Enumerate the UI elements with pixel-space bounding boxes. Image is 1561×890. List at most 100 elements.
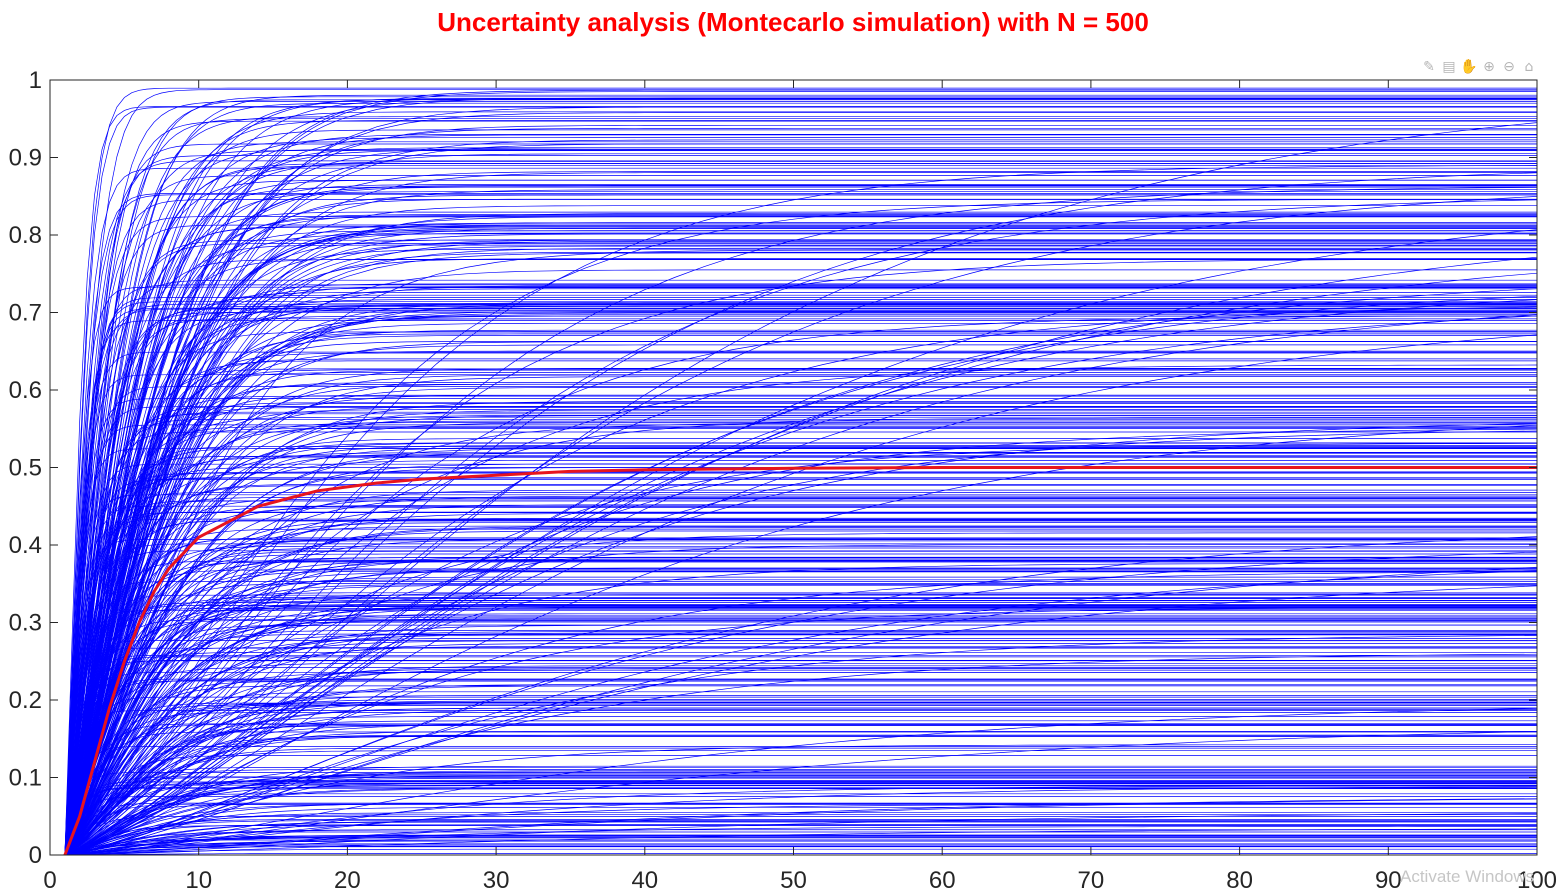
simulation-run-line: [64, 186, 1537, 856]
simulation-run-line: [64, 247, 1537, 856]
simulation-run-line: [64, 415, 1537, 856]
zoom-out-icon[interactable]: ⊖: [1503, 59, 1515, 75]
simulation-run-line: [64, 479, 1537, 856]
simulation-run-line: [64, 226, 1537, 856]
simulation-run-line: [64, 314, 1538, 856]
x-axis: 0 10 20 30 40 50 60 70 80 90 100: [43, 80, 1557, 890]
x-tick-label: 30: [483, 867, 510, 890]
simulation-run-line: [64, 522, 1537, 856]
simulation-run-line: [64, 840, 1537, 856]
simulation-run-line: [64, 824, 1537, 856]
simulation-run-line: [64, 536, 1538, 856]
simulation-run-line: [64, 519, 1537, 856]
simulation-run-line: [64, 91, 1537, 856]
simulation-run-line: [64, 215, 1537, 856]
simulation-run-line: [64, 424, 1537, 856]
x-tick-label: 100: [1517, 867, 1557, 890]
simulation-run-line: [64, 240, 1537, 856]
simulation-run-line: [64, 303, 1537, 856]
simulation-run-line: [64, 426, 1537, 856]
simulation-run-line: [64, 679, 1537, 856]
simulation-run-line: [64, 420, 1537, 856]
simulation-run-line: [64, 709, 1537, 856]
simulation-run-line: [64, 403, 1537, 856]
simulation-run-line: [64, 734, 1537, 856]
simulation-run-line: [64, 102, 1537, 856]
simulation-run-line: [64, 239, 1537, 856]
simulation-run-line: [64, 786, 1538, 856]
simulation-run-line: [64, 712, 1537, 856]
simulation-run-line: [64, 485, 1537, 856]
mean-line: [63, 466, 1537, 856]
home-icon[interactable]: ⌂: [1524, 59, 1534, 75]
data-tip-icon[interactable]: ▤: [1442, 59, 1456, 75]
simulation-run-line: [64, 96, 1537, 856]
simulation-run-line: [64, 495, 1537, 856]
simulation-run-line: [64, 787, 1537, 856]
simulation-run-line: [64, 829, 1537, 856]
brush-icon[interactable]: ✎: [1423, 59, 1435, 75]
simulation-run-line: [64, 98, 1537, 856]
simulation-run-line: [64, 89, 1537, 856]
simulation-run-line: [64, 214, 1537, 856]
simulation-run-line: [64, 750, 1537, 856]
simulation-run-line: [64, 518, 1537, 856]
simulation-run-line: [64, 193, 1537, 856]
simulation-run-line: [64, 118, 1537, 856]
simulation-run-line: [64, 556, 1537, 856]
simulation-run-line: [64, 409, 1537, 856]
simulation-run-line: [64, 360, 1537, 856]
simulation-run-line: [64, 299, 1538, 856]
simulation-run-line: [64, 835, 1537, 856]
simulation-run-line: [64, 777, 1537, 856]
simulation-run-line: [64, 272, 1538, 856]
simulation-run-line: [64, 187, 1538, 856]
simulation-run-line: [64, 606, 1537, 856]
simulation-run-line: [64, 94, 1537, 856]
simulation-run-line: [64, 199, 1537, 856]
simulation-run-line: [64, 695, 1537, 856]
simulation-run-line: [64, 667, 1537, 856]
y-axis: 0 0.1 0.2 0.3 0.4 0.5 0.6 0.7 0.8 0.9 1: [9, 67, 1537, 869]
pan-icon[interactable]: ✋: [1460, 59, 1478, 75]
simulation-run-line: [64, 843, 1537, 856]
simulation-run-line: [64, 184, 1537, 856]
simulation-run-line: [64, 497, 1537, 856]
simulation-run-line: [64, 401, 1537, 856]
simulation-run-line: [64, 124, 1537, 856]
simulation-run-line: [64, 155, 1537, 856]
simulation-run-line: [64, 597, 1537, 856]
simulation-run-line: [64, 111, 1537, 856]
simulation-run-line: [64, 463, 1537, 856]
simulation-run-line: [64, 527, 1537, 856]
simulation-run-line: [64, 211, 1537, 856]
simulation-run-line: [64, 685, 1537, 856]
x-tick-label: 80: [1226, 867, 1253, 890]
simulation-run-line: [64, 398, 1537, 856]
simulation-run-line: [64, 772, 1537, 856]
simulation-run-line: [64, 632, 1537, 856]
simulation-run-line: [64, 853, 1537, 856]
simulation-run-line: [64, 680, 1537, 856]
simulation-run-line: [64, 532, 1537, 856]
simulation-run-line: [64, 498, 1537, 856]
simulation-run-line: [64, 310, 1537, 856]
simulation-run-line: [64, 160, 1537, 856]
y-tick-label: 0.8: [9, 222, 42, 249]
y-tick-label: 0.3: [9, 610, 42, 637]
simulation-run-line: [64, 571, 1538, 856]
zoom-in-icon[interactable]: ⊕: [1483, 59, 1495, 75]
simulation-run-line: [64, 134, 1537, 856]
simulation-run-line: [64, 699, 1537, 856]
simulation-run-line: [64, 331, 1537, 856]
y-tick-label: 0.9: [9, 145, 42, 172]
simulation-run-line: [64, 147, 1537, 856]
simulation-run-line: [64, 780, 1537, 856]
simulation-run-line: [64, 292, 1537, 856]
simulation-run-line: [64, 189, 1537, 856]
y-tick-label: 0.4: [9, 532, 42, 559]
simulation-run-line: [64, 545, 1537, 856]
simulation-run-line: [64, 127, 1537, 856]
x-tick-label: 90: [1375, 867, 1402, 890]
simulation-run-line: [64, 720, 1537, 856]
